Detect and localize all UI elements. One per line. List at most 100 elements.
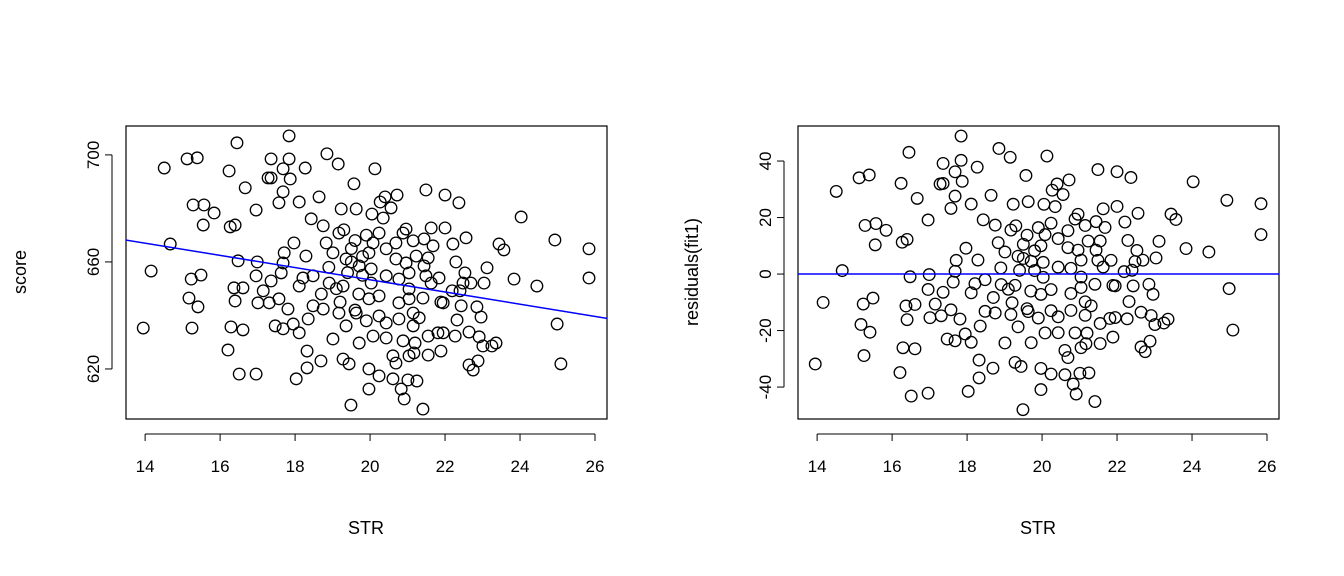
data-point (394, 382, 408, 396)
x-axis-title: STR (1020, 518, 1056, 538)
data-point (459, 231, 473, 245)
data-point (249, 269, 263, 283)
data-point (1051, 310, 1065, 324)
data-point (485, 339, 499, 353)
x-tick-label: 14 (136, 457, 155, 476)
data-point (1020, 302, 1034, 316)
data-point (1202, 245, 1216, 259)
data-point (1122, 295, 1136, 309)
x-tick-label: 18 (958, 457, 977, 476)
data-point (396, 334, 410, 348)
data-point (530, 279, 544, 293)
data-point (1051, 260, 1065, 274)
data-point (1091, 163, 1105, 177)
data-point (1031, 221, 1045, 235)
data-point (298, 161, 312, 175)
data-point (261, 171, 275, 185)
data-point (438, 221, 452, 235)
data-point (1044, 283, 1058, 296)
data-point (228, 218, 242, 232)
data-point (1020, 228, 1034, 242)
data-point (1089, 215, 1103, 229)
data-point (480, 261, 494, 275)
x-tick-label: 26 (1258, 457, 1277, 476)
data-point (417, 232, 431, 246)
data-point (923, 311, 937, 325)
data-point (1080, 326, 1094, 340)
data-point (944, 303, 958, 317)
data-point (314, 287, 328, 301)
data-point (1009, 219, 1023, 233)
data-point (1044, 304, 1058, 318)
data-point (1096, 202, 1110, 216)
data-point (344, 255, 358, 269)
plot-frame (125, 125, 608, 420)
data-point (292, 195, 306, 209)
data-point (904, 389, 918, 403)
data-point (992, 142, 1006, 155)
y-tick-label: -20 (756, 318, 775, 343)
data-point (961, 384, 975, 398)
data-point (921, 213, 935, 227)
data-point (337, 223, 351, 237)
data-point (436, 326, 450, 340)
data-point (550, 317, 564, 331)
data-point (900, 232, 914, 246)
data-point (251, 296, 265, 310)
data-point (448, 329, 462, 343)
data-point (464, 276, 478, 290)
data-point (1179, 242, 1193, 256)
y-tick-label: 660 (84, 248, 103, 276)
data-point (921, 386, 935, 400)
data-point (1121, 234, 1135, 247)
data-point (348, 303, 362, 317)
data-point (476, 339, 490, 353)
plot-frame (797, 125, 1280, 420)
data-point (988, 306, 1002, 320)
x-tick-label: 26 (586, 457, 605, 476)
data-point (378, 190, 392, 204)
data-point (964, 197, 978, 211)
data-point (991, 236, 1005, 250)
data-point (958, 327, 972, 341)
data-point (1064, 261, 1078, 275)
data-point (419, 269, 433, 283)
data-point (392, 296, 406, 310)
data-point (356, 250, 370, 264)
data-point (344, 398, 358, 412)
data-point (971, 253, 985, 267)
data-point (548, 233, 562, 247)
data-point (333, 295, 347, 309)
data-point (276, 162, 290, 176)
data-point (835, 264, 849, 278)
data-point (978, 273, 992, 287)
data-point (862, 168, 876, 182)
data-point (386, 372, 400, 386)
data-point (1108, 311, 1122, 324)
data-point (352, 336, 366, 350)
data-point (1028, 244, 1042, 258)
data-point (894, 176, 908, 190)
data-point (1226, 323, 1240, 337)
data-point (1005, 296, 1019, 310)
data-point (362, 382, 376, 396)
data-point (868, 238, 882, 252)
data-point (1004, 308, 1018, 321)
data-point (384, 201, 398, 215)
data-point (1108, 279, 1122, 293)
data-point (416, 402, 430, 416)
data-point (362, 292, 376, 306)
data-point (1254, 228, 1268, 241)
data-point (281, 302, 295, 316)
data-point (879, 223, 893, 237)
data-point (249, 203, 263, 217)
data-point (359, 228, 373, 242)
data-point (1131, 206, 1145, 220)
data-point (316, 219, 330, 233)
data-point (1011, 320, 1025, 334)
data-point (276, 185, 290, 199)
data-point (268, 319, 282, 333)
y-tick-label: 40 (756, 152, 775, 171)
data-point (1093, 337, 1107, 350)
data-point (1071, 207, 1085, 221)
